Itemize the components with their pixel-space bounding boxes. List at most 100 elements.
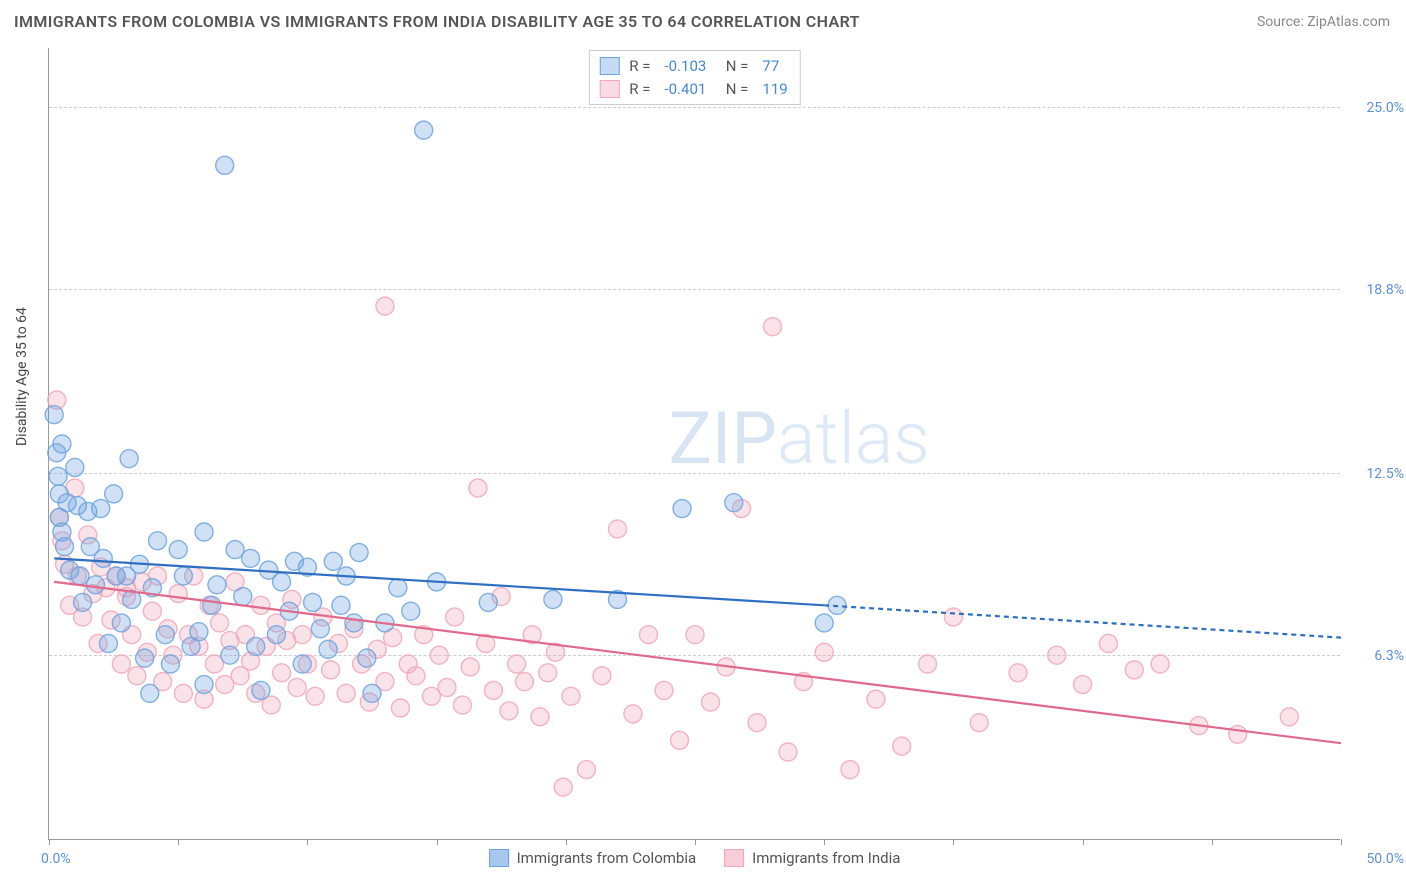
xtick xyxy=(1341,839,1342,845)
data-point xyxy=(438,678,456,696)
data-point xyxy=(725,494,743,512)
data-point xyxy=(234,588,252,606)
data-point xyxy=(288,678,306,696)
data-point xyxy=(273,664,291,682)
data-point xyxy=(673,500,691,518)
data-point xyxy=(92,500,110,518)
ytick-label: 6.3% xyxy=(1374,648,1404,664)
regression-line xyxy=(54,558,824,605)
data-point xyxy=(53,435,71,453)
xtick xyxy=(178,839,179,845)
data-point xyxy=(469,479,487,497)
data-point xyxy=(970,714,988,732)
data-point xyxy=(1125,661,1143,679)
r-label: R = xyxy=(629,55,650,78)
data-point xyxy=(169,585,187,603)
data-point xyxy=(624,705,642,723)
data-point xyxy=(94,549,112,567)
data-point xyxy=(764,318,782,336)
xaxis-label-right: 50.0% xyxy=(1366,851,1404,867)
r-label: R = xyxy=(629,78,650,101)
data-point xyxy=(322,661,340,679)
legend-row-india: R = -0.401 N = 119 xyxy=(599,78,789,101)
data-point xyxy=(815,614,833,632)
data-point xyxy=(337,684,355,702)
data-point xyxy=(608,520,626,538)
data-point xyxy=(407,667,425,685)
ytick-label: 12.5% xyxy=(1366,466,1404,482)
xtick xyxy=(953,839,954,845)
ytick-label: 18.8% xyxy=(1366,282,1404,298)
regression-line xyxy=(824,605,1341,637)
data-point xyxy=(174,684,192,702)
data-point xyxy=(161,655,179,673)
data-point xyxy=(332,596,350,614)
data-point xyxy=(670,731,688,749)
xtick xyxy=(49,839,50,845)
data-point xyxy=(174,567,192,585)
xtick xyxy=(307,839,308,845)
data-point xyxy=(508,655,526,673)
data-point xyxy=(593,667,611,685)
data-point xyxy=(149,532,167,550)
data-point xyxy=(112,655,130,673)
data-point xyxy=(247,637,265,655)
xtick xyxy=(437,839,438,845)
data-point xyxy=(1074,676,1092,694)
data-point xyxy=(208,576,226,594)
data-point xyxy=(1280,708,1298,726)
data-point xyxy=(1229,725,1247,743)
data-point xyxy=(169,541,187,559)
data-point xyxy=(562,687,580,705)
yaxis-title: Disability Age 35 to 64 xyxy=(14,307,30,446)
data-point xyxy=(45,406,63,424)
ytick-label: 25.0% xyxy=(1366,100,1404,116)
data-point xyxy=(1099,634,1117,652)
r-value-india: -0.401 xyxy=(664,78,706,101)
data-point xyxy=(391,699,409,717)
data-point xyxy=(273,573,291,591)
n-value-colombia: 77 xyxy=(762,55,779,78)
data-point xyxy=(841,761,859,779)
xaxis-label-left: 0.0% xyxy=(41,851,71,867)
swatch-india-icon xyxy=(724,849,744,867)
data-point xyxy=(702,693,720,711)
data-point xyxy=(195,676,213,694)
data-point xyxy=(446,608,464,626)
data-point xyxy=(430,646,448,664)
data-point xyxy=(293,655,311,673)
data-point xyxy=(389,579,407,597)
data-point xyxy=(479,593,497,611)
data-point xyxy=(242,549,260,567)
data-point xyxy=(815,643,833,661)
data-point xyxy=(252,681,270,699)
legend-item-india: Immigrants from India xyxy=(724,849,900,867)
legend-label-colombia: Immigrants from Colombia xyxy=(517,849,697,867)
data-point xyxy=(87,576,105,594)
xtick xyxy=(566,839,567,845)
data-point xyxy=(120,450,138,468)
data-point xyxy=(402,602,420,620)
data-point xyxy=(311,620,329,638)
data-point xyxy=(453,696,471,714)
n-label: N = xyxy=(718,78,748,101)
data-point xyxy=(143,602,161,620)
data-point xyxy=(211,614,229,632)
data-point xyxy=(415,121,433,139)
r-value-colombia: -0.103 xyxy=(664,55,706,78)
data-point xyxy=(944,608,962,626)
legend-label-india: Immigrants from India xyxy=(752,849,900,867)
data-point xyxy=(577,761,595,779)
data-point xyxy=(1048,646,1066,664)
data-point xyxy=(350,544,368,562)
data-point xyxy=(748,714,766,732)
legend-item-colombia: Immigrants from Colombia xyxy=(489,849,697,867)
data-point xyxy=(539,664,557,682)
data-point xyxy=(893,737,911,755)
xtick xyxy=(1212,839,1213,845)
data-point xyxy=(363,684,381,702)
data-point xyxy=(203,596,221,614)
n-value-india: 119 xyxy=(762,78,787,101)
data-point xyxy=(306,687,324,705)
legend-row-colombia: R = -0.103 N = 77 xyxy=(599,55,789,78)
